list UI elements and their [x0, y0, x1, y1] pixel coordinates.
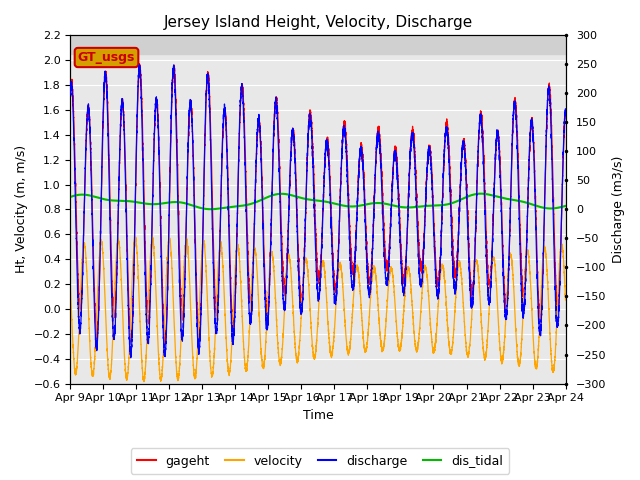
discharge — [460, 145, 468, 151]
Line: discharge: discharge — [70, 65, 566, 358]
dis_tidal — [562, 203, 570, 209]
Bar — [70, 29, 566, 54]
gageht — [92, 312, 99, 317]
dis_tidal — [207, 206, 214, 212]
dis_tidal — [67, 194, 74, 200]
discharge — [246, 316, 253, 322]
gageht — [460, 137, 468, 143]
Text: GT_usgs: GT_usgs — [78, 51, 135, 64]
discharge — [127, 355, 134, 360]
dis_tidal — [477, 191, 484, 196]
discharge — [562, 109, 570, 115]
gageht — [360, 167, 367, 173]
discharge — [92, 330, 99, 336]
dis_tidal — [360, 202, 367, 208]
gageht — [67, 86, 74, 92]
dis_tidal — [434, 203, 442, 208]
gageht — [246, 294, 253, 300]
Y-axis label: Ht, Velocity (m, m/s): Ht, Velocity (m, m/s) — [15, 145, 28, 274]
discharge — [360, 175, 367, 180]
Legend: gageht, velocity, discharge, dis_tidal: gageht, velocity, discharge, dis_tidal — [131, 448, 509, 474]
gageht — [434, 284, 442, 289]
velocity — [140, 379, 148, 384]
Line: dis_tidal: dis_tidal — [70, 193, 566, 209]
dis_tidal — [92, 194, 99, 200]
velocity — [148, 234, 156, 240]
Line: gageht: gageht — [70, 64, 566, 344]
X-axis label: Time: Time — [303, 409, 333, 422]
velocity — [360, 338, 367, 344]
dis_tidal — [460, 195, 468, 201]
discharge — [434, 293, 442, 299]
Line: velocity: velocity — [70, 237, 566, 382]
gageht — [161, 341, 169, 347]
velocity — [67, 284, 74, 289]
discharge — [67, 91, 74, 97]
Title: Jersey Island Height, Velocity, Discharge: Jersey Island Height, Velocity, Discharg… — [163, 15, 472, 30]
velocity — [562, 297, 570, 303]
gageht — [136, 61, 143, 67]
gageht — [381, 246, 389, 252]
discharge — [136, 62, 143, 68]
Y-axis label: Discharge (m3/s): Discharge (m3/s) — [612, 156, 625, 263]
gageht — [562, 109, 570, 115]
discharge — [381, 268, 389, 274]
dis_tidal — [381, 201, 389, 206]
velocity — [381, 331, 389, 337]
velocity — [92, 344, 99, 349]
velocity — [246, 320, 253, 326]
dis_tidal — [246, 202, 253, 207]
velocity — [460, 314, 468, 320]
velocity — [434, 312, 442, 317]
